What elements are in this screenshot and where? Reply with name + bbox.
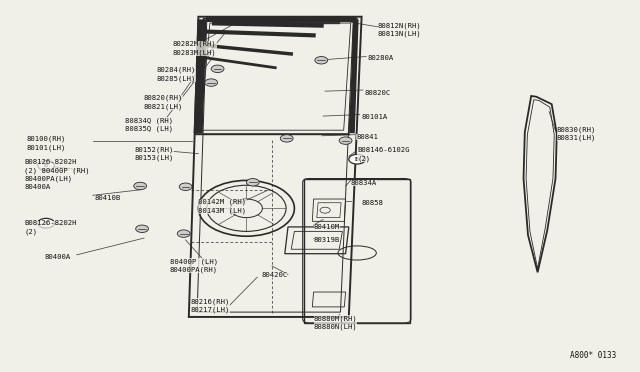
Text: A800* 0133: A800* 0133	[570, 351, 616, 360]
Text: B: B	[355, 157, 359, 162]
Circle shape	[38, 161, 54, 170]
Circle shape	[134, 182, 147, 190]
Text: 80834A: 80834A	[351, 180, 377, 186]
Text: 80400A: 80400A	[45, 254, 71, 260]
Text: 80152(RH)
80153(LH): 80152(RH) 80153(LH)	[134, 146, 174, 161]
Text: 80101A: 80101A	[362, 114, 388, 120]
Text: 80858: 80858	[362, 200, 383, 206]
Text: 80830(RH)
80831(LH): 80830(RH) 80831(LH)	[557, 126, 596, 141]
Text: 80420C: 80420C	[261, 272, 287, 278]
Text: 80410B: 80410B	[95, 195, 121, 201]
Text: 80820(RH)
80821(LH): 80820(RH) 80821(LH)	[144, 95, 184, 110]
Text: B08146-6102G
(2): B08146-6102G (2)	[357, 147, 410, 161]
Text: 80820C: 80820C	[365, 90, 391, 96]
Text: B08126-8202H
(2) 80400P (RH)
80400PA(LH)
80400A: B08126-8202H (2) 80400P (RH) 80400PA(LH)…	[24, 159, 90, 190]
Circle shape	[177, 230, 190, 237]
Circle shape	[315, 57, 328, 64]
Text: 80282M(RH)
80283M(LH): 80282M(RH) 80283M(LH)	[173, 41, 216, 56]
Text: 80319B: 80319B	[314, 237, 340, 243]
Circle shape	[211, 65, 224, 73]
Circle shape	[349, 154, 365, 164]
Text: 80142M (RH)
80143M (LH): 80142M (RH) 80143M (LH)	[198, 199, 246, 214]
Circle shape	[246, 179, 259, 186]
Text: B: B	[44, 163, 48, 168]
Text: B08126-8202H
(2): B08126-8202H (2)	[24, 221, 77, 235]
Text: 80834Q (RH)
80835Q (LH): 80834Q (RH) 80835Q (LH)	[125, 117, 173, 132]
Circle shape	[280, 135, 293, 142]
Text: 80100(RH)
80101(LH): 80100(RH) 80101(LH)	[27, 136, 67, 151]
Text: 80280A: 80280A	[368, 55, 394, 61]
Text: 80216(RH)
80217(LH): 80216(RH) 80217(LH)	[191, 298, 230, 313]
Text: 80880M(RH)
80880N(LH): 80880M(RH) 80880N(LH)	[314, 315, 357, 330]
Circle shape	[339, 137, 352, 144]
Circle shape	[38, 218, 54, 228]
Circle shape	[136, 225, 148, 232]
Circle shape	[205, 79, 218, 86]
Text: 80284(RH)
80285(LH): 80284(RH) 80285(LH)	[157, 67, 196, 82]
Text: 80410M: 80410M	[314, 224, 340, 230]
Circle shape	[179, 183, 192, 190]
Text: 80812N(RH)
80813N(LH): 80812N(RH) 80813N(LH)	[378, 22, 421, 37]
Text: 80400P (LH)
80400PA(RH): 80400P (LH) 80400PA(RH)	[170, 259, 218, 273]
Text: B: B	[44, 221, 48, 226]
Text: 80841: 80841	[356, 134, 378, 140]
